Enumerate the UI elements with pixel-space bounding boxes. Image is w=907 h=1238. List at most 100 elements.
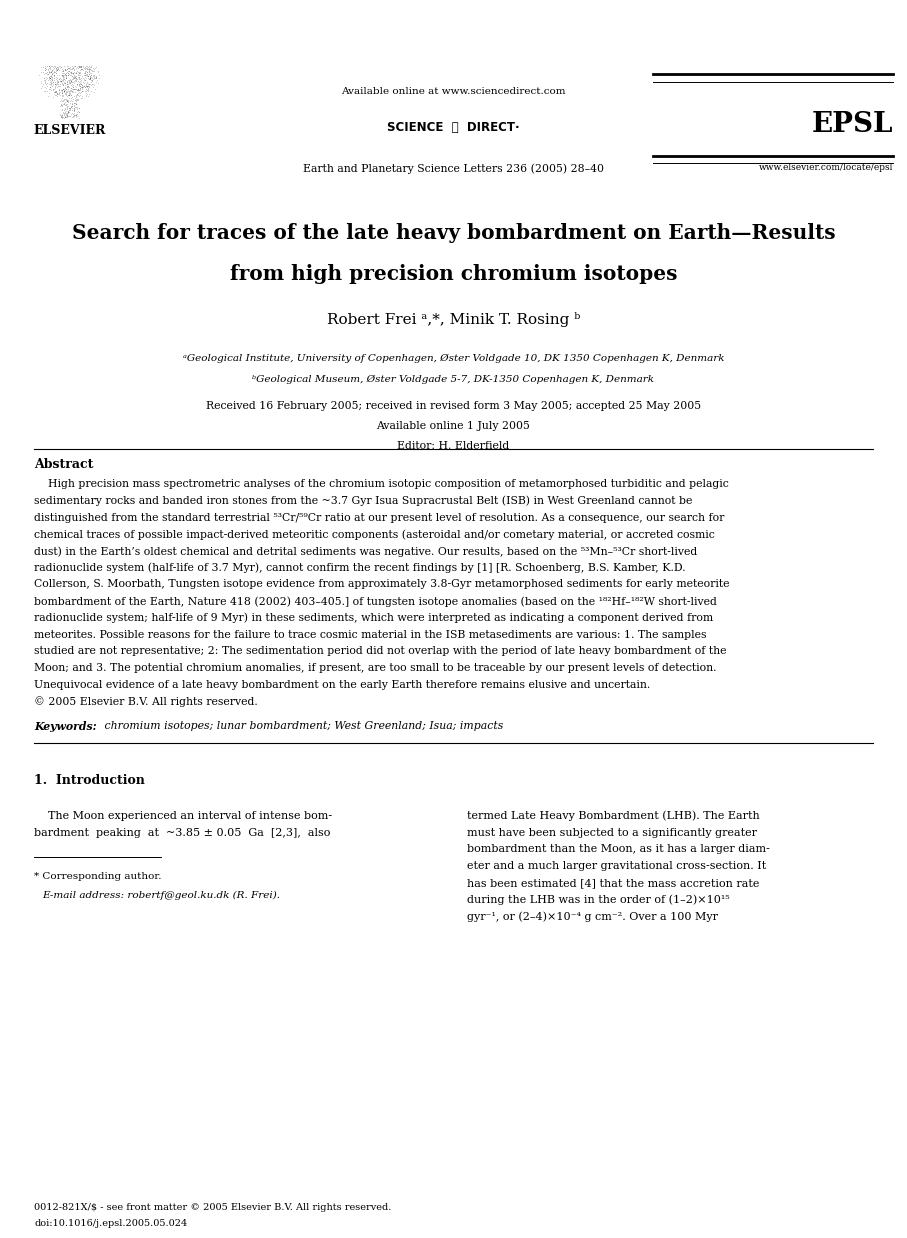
Point	[64, 90, 79, 110]
Point	[71, 100, 85, 120]
Point	[67, 100, 82, 120]
Point	[54, 106, 68, 126]
Point	[82, 61, 96, 80]
Point	[76, 63, 91, 83]
Point	[70, 90, 84, 110]
Point	[79, 87, 93, 106]
Point	[82, 74, 96, 94]
Point	[59, 66, 73, 85]
Point	[34, 71, 49, 90]
Point	[63, 66, 77, 85]
Point	[56, 94, 71, 114]
Point	[47, 73, 62, 93]
Point	[49, 80, 63, 100]
Point	[43, 77, 57, 97]
Point	[69, 90, 83, 110]
Point	[55, 87, 70, 106]
Point	[54, 94, 68, 114]
Point	[70, 99, 84, 119]
Point	[71, 84, 85, 104]
Point	[59, 106, 73, 126]
Point	[56, 68, 71, 88]
Point	[83, 66, 98, 85]
Point	[54, 105, 68, 125]
Point	[89, 57, 103, 77]
Point	[64, 94, 79, 114]
Point	[62, 82, 76, 102]
Point	[64, 66, 79, 85]
Point	[37, 68, 52, 88]
Point	[80, 76, 94, 95]
Point	[72, 102, 86, 121]
Point	[78, 68, 93, 88]
Point	[66, 79, 81, 99]
Text: meteorites. Possible reasons for the failure to trace cosmic material in the ISB: meteorites. Possible reasons for the fai…	[34, 629, 707, 640]
Text: eter and a much larger gravitational cross-section. It: eter and a much larger gravitational cro…	[467, 862, 766, 872]
Point	[59, 68, 73, 88]
Point	[44, 73, 59, 93]
Point	[58, 59, 73, 79]
Point	[55, 74, 70, 94]
Point	[79, 76, 93, 95]
Point	[71, 64, 85, 84]
Point	[62, 100, 76, 120]
Point	[60, 80, 74, 100]
Point	[61, 103, 75, 123]
Point	[75, 82, 90, 102]
Point	[58, 64, 73, 84]
Point	[46, 56, 61, 76]
Point	[87, 79, 102, 99]
Point	[70, 89, 84, 109]
Point	[79, 67, 93, 87]
Point	[52, 69, 66, 89]
Point	[68, 79, 83, 99]
Point	[51, 72, 65, 92]
Point	[68, 68, 83, 88]
Point	[83, 74, 98, 94]
Point	[74, 77, 89, 97]
Point	[42, 67, 56, 87]
Point	[40, 64, 54, 84]
Point	[43, 68, 57, 88]
Point	[59, 79, 73, 99]
Text: Collerson, S. Moorbath, Tungsten isotope evidence from approximately 3.8-Gyr met: Collerson, S. Moorbath, Tungsten isotope…	[34, 579, 730, 589]
Point	[50, 72, 64, 92]
Point	[54, 57, 68, 77]
Point	[62, 62, 76, 82]
Point	[81, 79, 95, 99]
Point	[60, 56, 74, 76]
Point	[78, 80, 93, 100]
Point	[83, 58, 97, 78]
Point	[60, 71, 74, 90]
Point	[44, 67, 59, 87]
Point	[54, 94, 69, 114]
Point	[56, 79, 71, 99]
Point	[63, 99, 77, 119]
Point	[73, 56, 88, 76]
Point	[73, 62, 88, 82]
Point	[65, 77, 80, 97]
Point	[70, 89, 84, 109]
Point	[57, 59, 72, 79]
Point	[47, 84, 62, 104]
Point	[66, 63, 81, 83]
Point	[73, 76, 87, 95]
Point	[86, 66, 101, 85]
Point	[76, 57, 91, 77]
Point	[74, 72, 89, 92]
Point	[63, 82, 77, 102]
Point	[69, 106, 83, 126]
Point	[64, 98, 79, 118]
Point	[60, 59, 74, 79]
Point	[82, 64, 96, 84]
Point	[79, 83, 93, 103]
Point	[63, 72, 78, 92]
Point	[74, 78, 89, 98]
Point	[52, 80, 66, 100]
Point	[69, 58, 83, 78]
Point	[86, 58, 101, 78]
Point	[44, 63, 59, 83]
Point	[78, 63, 93, 83]
Text: studied are not representative; 2: The sedimentation period did not overlap with: studied are not representative; 2: The s…	[34, 646, 727, 656]
Point	[58, 92, 73, 111]
